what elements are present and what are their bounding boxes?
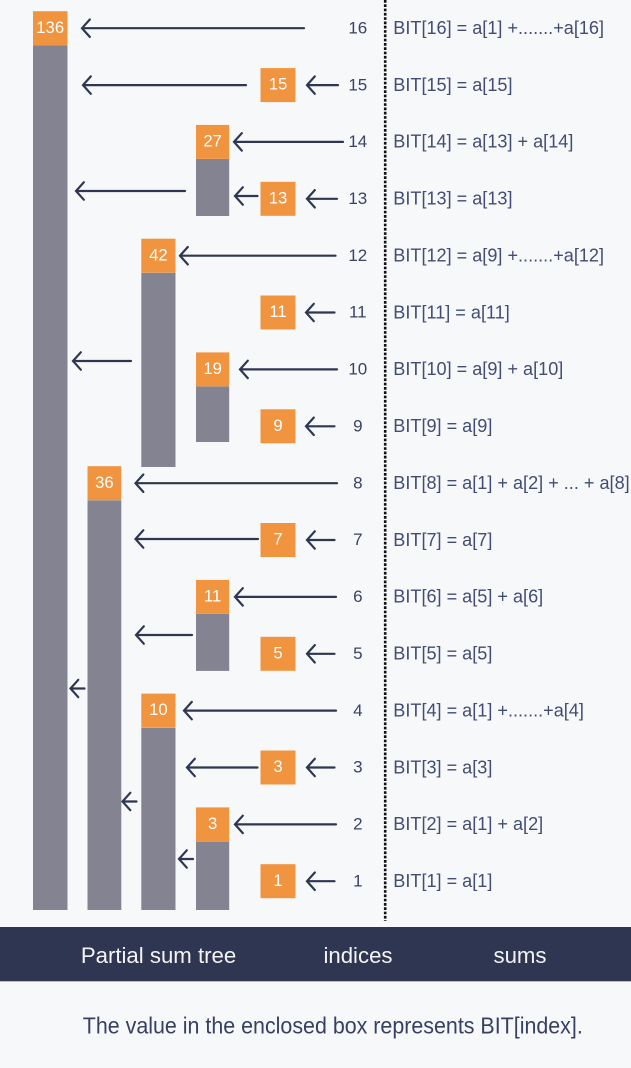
svg-text:19: 19 xyxy=(203,359,222,378)
svg-text:Partial sum tree: Partial sum tree xyxy=(81,943,236,968)
svg-text:BIT[5] = a[5]: BIT[5] = a[5] xyxy=(393,644,492,664)
svg-text:10: 10 xyxy=(348,360,367,379)
svg-text:BIT[13] = a[13]: BIT[13] = a[13] xyxy=(393,189,512,209)
svg-text:BIT[4] = a[1] +.......+a[4]: BIT[4] = a[1] +.......+a[4] xyxy=(393,700,584,720)
svg-text:BIT[1] = a[1]: BIT[1] = a[1] xyxy=(393,871,492,891)
svg-text:27: 27 xyxy=(203,132,222,151)
svg-text:BIT[6] = a[5] + a[6]: BIT[6] = a[5] + a[6] xyxy=(393,587,543,607)
svg-text:36: 36 xyxy=(95,473,114,492)
svg-text:1: 1 xyxy=(273,871,282,890)
svg-text:12: 12 xyxy=(348,246,367,265)
svg-text:BIT[12] = a[9] +.......+a[12]: BIT[12] = a[9] +.......+a[12] xyxy=(393,246,604,266)
svg-text:The value in the enclosed box: The value in the enclosed box represents… xyxy=(83,1013,583,1039)
svg-text:BIT[15] = a[15]: BIT[15] = a[15] xyxy=(393,75,512,95)
svg-text:1: 1 xyxy=(353,872,362,891)
svg-text:42: 42 xyxy=(149,245,168,264)
svg-text:11: 11 xyxy=(269,302,286,321)
svg-text:BIT[2] = a[1] + a[2]: BIT[2] = a[1] + a[2] xyxy=(393,814,543,834)
svg-text:BIT[11] = a[11]: BIT[11] = a[11] xyxy=(393,302,510,322)
svg-text:BIT[16] = a[1] +.......+a[16]: BIT[16] = a[1] +.......+a[16] xyxy=(393,18,604,38)
svg-text:BIT[10] = a[9] + a[10]: BIT[10] = a[9] + a[10] xyxy=(393,359,563,379)
svg-text:5: 5 xyxy=(273,643,282,662)
svg-text:2: 2 xyxy=(353,815,362,834)
svg-text:indices: indices xyxy=(323,943,392,968)
svg-text:15: 15 xyxy=(269,75,288,94)
svg-text:7: 7 xyxy=(273,530,282,549)
svg-text:3: 3 xyxy=(273,757,282,776)
svg-text:3: 3 xyxy=(208,814,217,833)
svg-text:BIT[8] = a[1] + a[2] + ... + a: BIT[8] = a[1] + a[2] + ... + a[8] xyxy=(393,473,629,493)
svg-text:sums: sums xyxy=(493,943,546,968)
svg-text:136: 136 xyxy=(36,18,64,37)
svg-text:15: 15 xyxy=(348,75,367,94)
svg-text:BIT[3] = a[3]: BIT[3] = a[3] xyxy=(393,757,492,777)
svg-text:BIT[7] = a[7]: BIT[7] = a[7] xyxy=(393,530,492,550)
svg-text:6: 6 xyxy=(353,587,362,606)
svg-text:5: 5 xyxy=(353,644,362,663)
svg-text:10: 10 xyxy=(149,700,168,719)
svg-text:16: 16 xyxy=(348,18,367,37)
svg-text:3: 3 xyxy=(353,758,362,777)
svg-text:9: 9 xyxy=(273,416,282,435)
svg-text:7: 7 xyxy=(353,530,362,549)
svg-text:14: 14 xyxy=(348,132,367,151)
svg-text:BIT[9] = a[9]: BIT[9] = a[9] xyxy=(393,416,492,436)
svg-text:8: 8 xyxy=(353,473,362,492)
svg-text:9: 9 xyxy=(353,417,362,436)
svg-text:11: 11 xyxy=(204,587,221,606)
svg-text:BIT[14] = a[13] + a[14]: BIT[14] = a[13] + a[14] xyxy=(393,132,573,152)
svg-text:11: 11 xyxy=(349,303,367,322)
svg-text:13: 13 xyxy=(348,189,367,208)
svg-text:4: 4 xyxy=(353,701,362,720)
svg-text:13: 13 xyxy=(269,188,288,207)
